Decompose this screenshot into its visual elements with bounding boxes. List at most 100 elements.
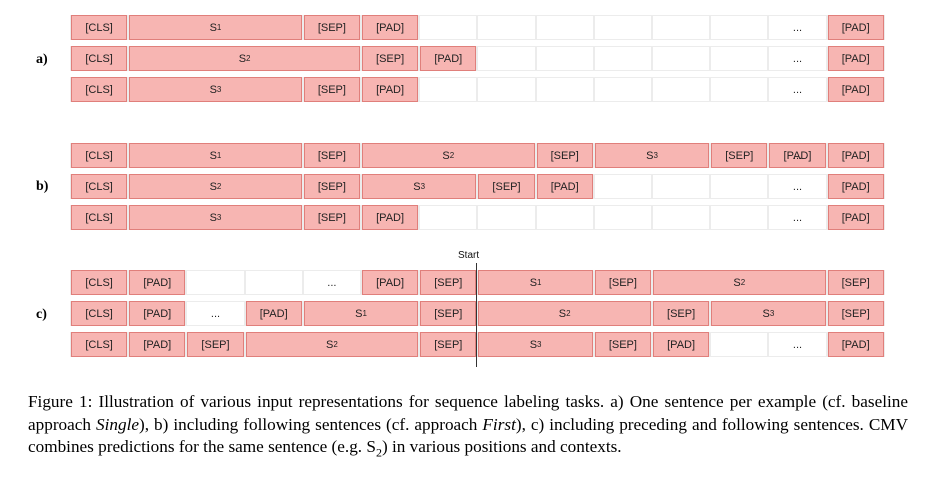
pad-token: [PAD] (129, 270, 186, 295)
pad-token: [PAD] (536, 174, 593, 199)
sep-token: [SEP] (653, 301, 710, 326)
sep-token: [SEP] (536, 143, 593, 168)
ellipsis: ... (792, 149, 803, 162)
ellipsis: ... (792, 83, 803, 96)
sep-token: [SEP] (303, 174, 360, 199)
empty-slot (768, 205, 827, 230)
cls-token: [CLS] (71, 46, 128, 71)
empty-slot (593, 205, 652, 230)
cls-token: [CLS] (71, 15, 128, 40)
empty-slot (477, 77, 536, 102)
cls-token: [CLS] (71, 205, 128, 230)
empty-slot (768, 15, 827, 40)
pad-token: [PAD] (129, 301, 186, 326)
pad-token: [PAD] (362, 205, 419, 230)
caption-text-1: Figure 1: Illustration of various input … (28, 392, 908, 434)
cls-token: [CLS] (71, 143, 128, 168)
empty-slot (652, 46, 711, 71)
cls-token: [CLS] (71, 301, 128, 326)
pad-token: [PAD] (362, 270, 419, 295)
pad-token: [PAD] (827, 332, 884, 357)
pad-token: [PAD] (362, 15, 419, 40)
empty-slot (302, 270, 361, 295)
empty-slot (593, 46, 652, 71)
empty-slot (710, 77, 769, 102)
pad-token: [PAD] (769, 143, 826, 168)
cls-token: [CLS] (71, 332, 128, 357)
ellipsis: ... (327, 276, 337, 289)
start-marker-label: Start (458, 250, 480, 261)
pad-token: [PAD] (827, 205, 884, 230)
figure-caption: Figure 1: Illustration of various input … (28, 391, 908, 464)
empty-slot (710, 174, 769, 199)
panel-label: c) (36, 307, 47, 322)
caption-text-2: ), b) including following sentences (cf.… (138, 414, 483, 434)
caption-subscript: 2 (375, 445, 382, 460)
pad-token: [PAD] (420, 46, 477, 71)
sep-token: [SEP] (827, 270, 884, 295)
pad-token: [PAD] (827, 143, 884, 168)
empty-slot (535, 205, 594, 230)
token-row: [CLS] S 2 [SEP] [PAD]... [PAD] (70, 46, 885, 71)
figure: a) b) c) [CLS] S 1 [SEP] [PAD]... [PAD] [CLS] S 2[… (36, 15, 885, 367)
empty-slot (652, 15, 711, 40)
empty-slot (710, 46, 769, 71)
sep-token: [SEP] (478, 174, 535, 199)
empty-slot (419, 15, 478, 40)
caption-text-3: ), c) including preceding and following … (28, 414, 908, 457)
sep-token: [SEP] (303, 143, 360, 168)
empty-slot (710, 205, 769, 230)
empty-slot (652, 205, 711, 230)
sep-token: [SEP] (827, 301, 884, 326)
ellipsis: ... (792, 21, 803, 34)
pad-token: [PAD] (827, 77, 884, 102)
sep-token: [SEP] (303, 205, 360, 230)
sep-token: [SEP] (362, 46, 419, 71)
ellipsis: ... (792, 211, 803, 224)
empty-slot (652, 174, 711, 199)
ellipsis: ... (210, 307, 221, 320)
empty-slot (535, 46, 594, 71)
empty-slot (710, 332, 769, 357)
pad-token: [PAD] (129, 332, 186, 357)
sep-token: [SEP] (303, 77, 360, 102)
sep-token: [SEP] (420, 270, 477, 295)
start-marker-line (476, 263, 477, 367)
pad-token: [PAD] (653, 332, 710, 357)
empty-slot (419, 77, 478, 102)
token-row: [CLS] S 3 [SEP] [PAD]... [PAD] (70, 205, 885, 230)
cls-token: [CLS] (71, 270, 128, 295)
empty-slot (768, 174, 827, 199)
caption-text-4: ) in various positions and contexts. (381, 437, 622, 456)
empty-slot (535, 77, 594, 102)
empty-slot (593, 174, 652, 199)
empty-slot (477, 15, 536, 40)
pad-token: [PAD] (827, 46, 884, 71)
empty-slot (593, 77, 652, 102)
pad-token: [PAD] (362, 77, 419, 102)
pad-token: [PAD] (827, 15, 884, 40)
token-row: [CLS] S 1 [SEP] S 2 [SEP] S 3 [SEP] [PAD]... [PAD] (70, 143, 885, 168)
cls-token: [CLS] (71, 77, 128, 102)
pad-token: [PAD] (827, 174, 884, 199)
sep-token: [SEP] (594, 270, 651, 295)
empty-slot (710, 15, 769, 40)
panel-label: b) (36, 179, 49, 194)
sep-token: [SEP] (303, 15, 360, 40)
token-row: [CLS] [PAD] [SEP] S 2 [SEP] S 3 [SEP] [PAD]... [PA… (70, 332, 885, 357)
empty-slot (652, 77, 711, 102)
